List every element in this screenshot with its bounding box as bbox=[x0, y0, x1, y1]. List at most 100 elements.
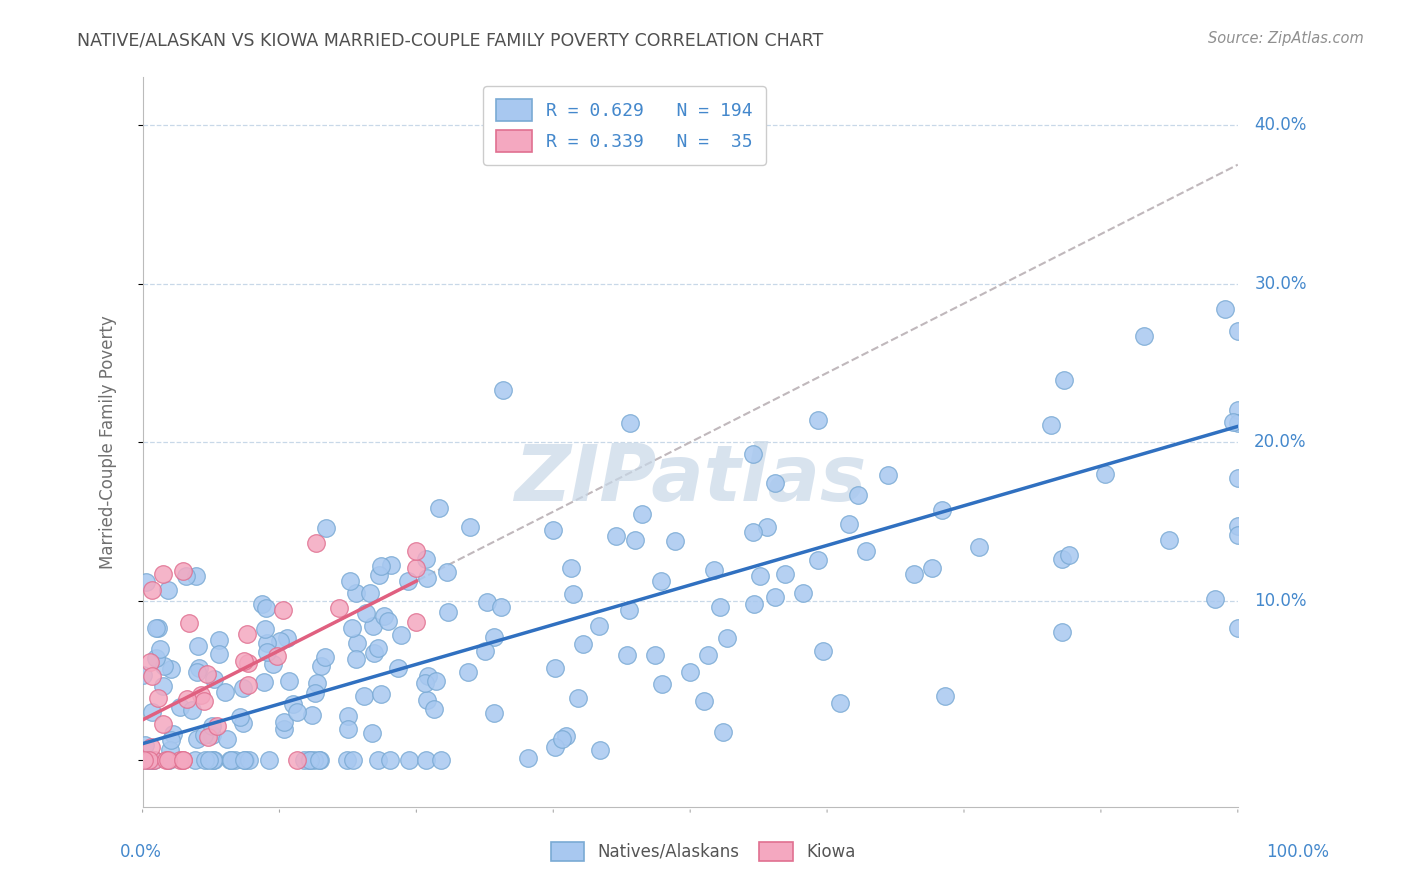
Point bbox=[492, 383, 515, 397]
Point bbox=[363, 646, 385, 660]
Point bbox=[709, 599, 731, 614]
Point bbox=[156, 582, 179, 597]
Point bbox=[155, 752, 177, 766]
Point bbox=[692, 693, 714, 707]
Point bbox=[328, 601, 350, 615]
Point bbox=[969, 540, 991, 554]
Point bbox=[387, 661, 409, 675]
Point bbox=[134, 738, 156, 752]
Point bbox=[415, 752, 437, 766]
Point bbox=[157, 752, 180, 766]
Text: 100.0%: 100.0% bbox=[1265, 843, 1329, 861]
Point bbox=[219, 752, 242, 766]
Point bbox=[650, 574, 672, 588]
Point bbox=[157, 752, 180, 766]
Point bbox=[616, 648, 638, 662]
Point bbox=[484, 706, 506, 720]
Point bbox=[619, 603, 641, 617]
Point bbox=[807, 413, 830, 427]
Point bbox=[148, 621, 170, 635]
Point bbox=[215, 731, 238, 746]
Point bbox=[367, 641, 389, 656]
Point bbox=[184, 752, 207, 766]
Point bbox=[651, 677, 673, 691]
Point bbox=[389, 628, 412, 642]
Point bbox=[742, 597, 765, 611]
Point bbox=[143, 752, 166, 766]
Point bbox=[846, 488, 869, 502]
Point bbox=[460, 520, 482, 534]
Point bbox=[254, 622, 277, 636]
Point bbox=[224, 752, 246, 766]
Point bbox=[139, 655, 162, 669]
Point bbox=[377, 614, 399, 628]
Point bbox=[135, 575, 157, 590]
Text: 30.0%: 30.0% bbox=[1254, 275, 1306, 293]
Point bbox=[711, 725, 734, 739]
Point bbox=[285, 752, 308, 766]
Point bbox=[262, 657, 284, 672]
Point bbox=[572, 637, 595, 651]
Point bbox=[474, 643, 496, 657]
Point bbox=[1057, 548, 1080, 562]
Point bbox=[562, 587, 585, 601]
Point bbox=[931, 503, 953, 517]
Point bbox=[138, 752, 160, 766]
Point bbox=[344, 586, 367, 600]
Point bbox=[425, 674, 447, 689]
Point bbox=[197, 730, 219, 744]
Point bbox=[427, 501, 450, 516]
Point bbox=[373, 608, 395, 623]
Point bbox=[160, 733, 183, 747]
Point bbox=[153, 659, 176, 673]
Point bbox=[1053, 373, 1076, 387]
Point bbox=[177, 615, 200, 630]
Point bbox=[233, 752, 256, 766]
Point bbox=[134, 752, 156, 766]
Point bbox=[256, 645, 278, 659]
Point bbox=[475, 595, 498, 609]
Point bbox=[301, 707, 323, 722]
Point bbox=[749, 569, 772, 583]
Point bbox=[141, 752, 163, 766]
Point bbox=[202, 673, 225, 687]
Point bbox=[202, 752, 225, 766]
Point bbox=[560, 560, 582, 574]
Point bbox=[281, 698, 304, 712]
Point bbox=[159, 743, 181, 757]
Point bbox=[413, 676, 436, 690]
Point bbox=[423, 702, 446, 716]
Point bbox=[174, 568, 197, 582]
Point bbox=[145, 621, 167, 635]
Point bbox=[742, 447, 765, 461]
Point bbox=[172, 752, 194, 766]
Point bbox=[190, 688, 212, 702]
Point bbox=[201, 728, 224, 742]
Point bbox=[354, 606, 377, 620]
Point bbox=[339, 574, 361, 589]
Point bbox=[172, 564, 194, 578]
Text: 20.0%: 20.0% bbox=[1254, 434, 1306, 451]
Point bbox=[415, 570, 437, 584]
Point bbox=[253, 674, 276, 689]
Point bbox=[266, 649, 288, 664]
Point bbox=[188, 661, 211, 675]
Point bbox=[415, 552, 437, 566]
Point bbox=[208, 632, 231, 647]
Point bbox=[877, 467, 900, 482]
Point bbox=[139, 740, 162, 755]
Point bbox=[304, 686, 326, 700]
Point bbox=[806, 553, 828, 567]
Point bbox=[763, 476, 786, 491]
Point bbox=[398, 752, 420, 766]
Point bbox=[342, 752, 364, 766]
Point bbox=[169, 699, 191, 714]
Point bbox=[567, 691, 589, 706]
Point bbox=[187, 639, 209, 653]
Point bbox=[370, 688, 392, 702]
Point bbox=[186, 732, 208, 747]
Point bbox=[273, 722, 295, 736]
Point bbox=[482, 630, 505, 644]
Point bbox=[233, 654, 256, 668]
Point bbox=[271, 603, 294, 617]
